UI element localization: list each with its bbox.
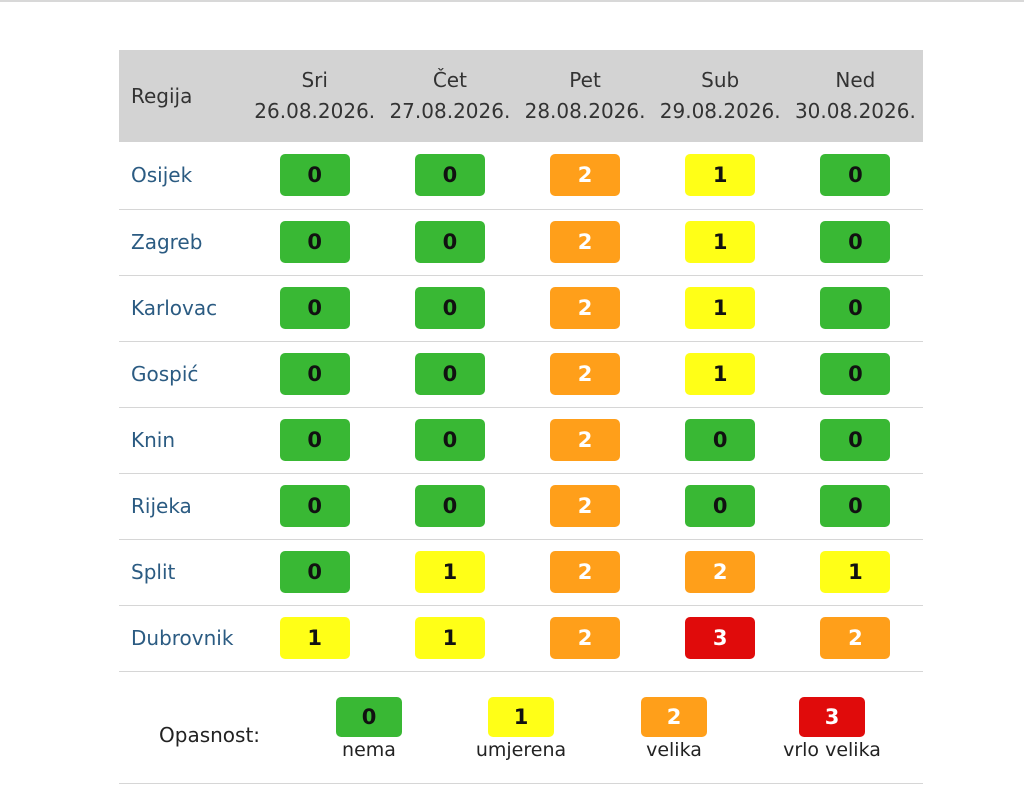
danger-badge: 0 — [414, 221, 485, 263]
danger-badge: 2 — [820, 617, 891, 659]
danger-badge: 2 — [550, 353, 621, 395]
region-link[interactable]: Knin — [131, 428, 176, 452]
table-row: Knin 0 0 2 0 0 — [119, 407, 923, 473]
danger-badge: 0 — [820, 287, 891, 329]
danger-badge: 0 — [279, 221, 350, 263]
danger-badge: 1 — [414, 617, 485, 659]
region-link[interactable]: Osijek — [131, 163, 193, 188]
legend-text: vrlo velika — [783, 739, 881, 761]
danger-badge: 0 — [820, 419, 891, 461]
danger-badge: 1 — [685, 353, 756, 395]
legend-text: umjerena — [475, 739, 567, 761]
column-header-day: Pet 28.08.2026. — [517, 50, 652, 142]
danger-badge: 1 — [414, 551, 485, 593]
legend-item: 2 velika — [594, 697, 754, 761]
column-header-region: Regija — [131, 83, 193, 108]
region-link[interactable]: Rijeka — [131, 494, 192, 518]
danger-badge: 0 — [279, 419, 350, 461]
danger-badge: 0 — [820, 154, 891, 197]
table-row: Zagreb 0 0 2 1 0 — [119, 209, 923, 275]
day-name: Sri — [301, 68, 328, 92]
region-link[interactable]: Karlovac — [131, 296, 218, 320]
region-link[interactable]: Gospić — [131, 362, 199, 386]
table-row: Rijeka 0 0 2 0 0 — [119, 473, 923, 539]
day-name: Čet — [432, 68, 467, 92]
danger-badge: 0 — [279, 154, 350, 197]
danger-badge: 1 — [685, 287, 756, 329]
day-date: 30.08.2026. — [794, 99, 916, 123]
danger-badge: 2 — [550, 221, 621, 263]
legend-text: velika — [646, 739, 702, 761]
danger-badge: 3 — [685, 617, 756, 659]
danger-badge: 1 — [279, 617, 350, 659]
legend-item: 3 vrlo velika — [752, 697, 912, 761]
danger-badge: 0 — [414, 353, 485, 395]
day-name: Pet — [569, 68, 601, 92]
danger-badge: 0 — [414, 287, 485, 329]
column-header-day: Sub 29.08.2026. — [653, 50, 788, 142]
danger-badge: 0 — [279, 287, 350, 329]
region-link[interactable]: Dubrovnik — [131, 626, 234, 650]
danger-badge: 0 — [685, 485, 756, 527]
danger-badge: 1 — [685, 221, 756, 263]
danger-badge: 0 — [820, 485, 891, 527]
legend-label: Opasnost: — [159, 723, 261, 747]
day-name: Sub — [701, 68, 740, 92]
danger-badge: 2 — [550, 551, 621, 593]
day-date: 29.08.2026. — [659, 99, 781, 123]
top-divider — [0, 0, 1024, 2]
danger-badge: 2 — [550, 617, 621, 659]
danger-badge: 2 — [550, 485, 621, 527]
danger-badge: 1 — [820, 551, 891, 593]
danger-badge: 0 — [685, 419, 756, 461]
column-header-day: Čet 27.08.2026. — [382, 50, 517, 142]
table-row: Dubrovnik 1 1 2 3 2 — [119, 605, 923, 671]
danger-badge: 0 — [820, 353, 891, 395]
column-header-day: Ned 30.08.2026. — [788, 50, 923, 142]
danger-badge: 0 — [820, 221, 891, 263]
danger-badge: 0 — [414, 154, 485, 197]
danger-badge: 2 — [550, 419, 621, 461]
table-row: Gospić 0 0 2 1 0 — [119, 341, 923, 407]
danger-badge: 0 — [279, 485, 350, 527]
day-name: Ned — [835, 68, 876, 92]
danger-badge: 2 — [550, 287, 621, 329]
table-row: Karlovac 0 0 2 1 0 — [119, 275, 923, 341]
danger-badge: 0 — [414, 485, 485, 527]
table-row: Split 0 1 2 2 1 — [119, 539, 923, 605]
table-header-row: Regija Sri 26.08.2026. Čet 27.08.2026. P… — [119, 50, 923, 142]
legend-badge: 2 — [641, 697, 707, 737]
danger-badge: 0 — [414, 419, 485, 461]
fire-danger-table: Regija Sri 26.08.2026. Čet 27.08.2026. P… — [119, 50, 923, 672]
legend-item: 0 nema — [289, 697, 449, 761]
danger-badge: 1 — [685, 154, 756, 197]
region-link[interactable]: Split — [131, 560, 176, 584]
legend-badge: 0 — [336, 697, 402, 737]
table-row: Osijek 0 0 2 1 0 — [119, 142, 923, 209]
danger-badge: 2 — [685, 551, 756, 593]
danger-legend: Opasnost: 0 nema 1 umjerena 2 velika 3 v… — [119, 676, 923, 784]
danger-badge: 2 — [550, 154, 621, 197]
danger-badge: 0 — [279, 353, 350, 395]
legend-badge: 3 — [799, 697, 865, 737]
danger-badge: 0 — [279, 551, 350, 593]
legend-item: 1 umjerena — [441, 697, 601, 761]
day-date: 28.08.2026. — [524, 99, 646, 123]
column-header-day: Sri 26.08.2026. — [247, 50, 382, 142]
legend-badge: 1 — [488, 697, 554, 737]
day-date: 26.08.2026. — [254, 99, 376, 123]
region-link[interactable]: Zagreb — [131, 230, 203, 254]
day-date: 27.08.2026. — [389, 99, 511, 123]
legend-text: nema — [342, 739, 396, 761]
